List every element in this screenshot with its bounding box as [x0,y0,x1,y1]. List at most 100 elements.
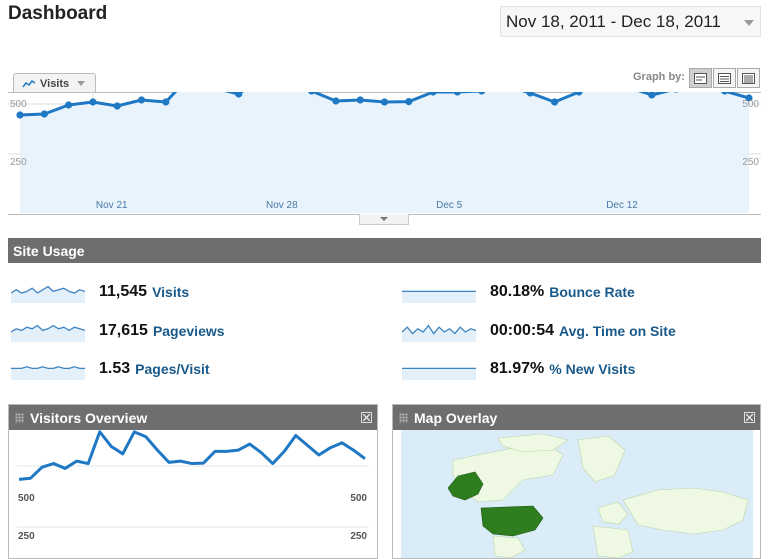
pages-per-visit-metric-link[interactable]: Pages/Visit [135,361,210,377]
y-axis-right-mid: 250 [742,157,759,168]
data-point[interactable] [137,96,146,104]
mexico-region [492,535,526,558]
usage-metric-bounce-rate: 80.18% Bounce Rate [402,279,635,305]
chevron-down-icon [744,20,754,26]
data-point[interactable] [526,92,534,97]
x-tick-label: Nov 28 [266,200,298,211]
data-point[interactable] [332,97,340,105]
pages-per-visit-sparkline [11,366,85,380]
data-point[interactable] [673,92,680,93]
sparkline-fill [402,291,476,303]
metric-tab-label: Visits [40,77,70,90]
site-usage-title: Site Usage [13,242,85,259]
data-point[interactable] [16,111,24,119]
visitors-overview-widget: Visitors Overview 500 250 500 250 [8,404,378,559]
drag-handle-icon[interactable] [15,412,24,423]
chevron-down-icon [77,81,86,86]
bounce-rate-metric-link[interactable]: Bounce Rate [549,284,635,300]
sparkline-line [402,324,476,335]
graph-by-day-button[interactable] [689,68,712,88]
visitors-overview-chart: 500 250 500 250 [17,430,369,542]
europe-region [597,501,629,525]
data-point[interactable] [113,102,121,110]
line-chart-icon [22,79,36,87]
usage-metric-pages-per-visit: 1.53 Pages/Visit [11,356,210,382]
month-view-icon [742,72,755,84]
day-view-icon [694,72,707,84]
visitors-overview-title: Visitors Overview [30,409,148,426]
usage-metric-avg-time: 00:00:54 Avg. Time on Site [402,318,676,344]
new-visits-sparkline [402,367,476,380]
usage-value: 17,615 [99,322,148,339]
usage-metric-pageviews: 17,615 Pageviews [11,318,225,344]
usage-value: 11,545 [99,283,148,300]
avg-time-sparkline [402,324,476,342]
data-point[interactable] [65,101,73,109]
data-point[interactable] [356,96,364,104]
data-point[interactable] [648,92,656,99]
mini-y-right-max: 500 [350,493,367,504]
x-tick-label: Nov 21 [96,200,128,211]
pageviews-sparkline [11,324,85,342]
sparkline-line [11,324,85,333]
x-tick-label: Dec 5 [436,200,463,211]
drag-handle-icon[interactable] [399,412,408,423]
sparkline-fill [11,366,85,380]
greenland-region [577,435,626,483]
visitors-overview-header: Visitors Overview [9,405,377,430]
graph-by-label: Graph by: [633,71,685,83]
world-map[interactable] [393,430,760,558]
data-point[interactable] [429,92,437,96]
site-usage-header: Site Usage [8,238,761,263]
x-tick-label: Dec 12 [606,200,638,211]
usage-metric-new-visits: 81.97% % New Visits [402,356,635,382]
mini-y-left-max: 500 [18,493,35,504]
graph-by-week-button[interactable] [713,68,736,88]
usage-value: 1.53 [99,360,131,377]
data-point[interactable] [308,92,316,95]
data-point[interactable] [235,92,243,98]
data-point[interactable] [380,98,389,106]
chart-expand-handle[interactable] [359,214,409,225]
sparkline-fill [402,325,476,342]
visits-line-chart: 500 250 500 250 Nov 21 Nov 28 Dec 5 Dec 12 [8,92,761,213]
data-point[interactable] [405,98,413,106]
sparkline-fill [402,368,476,380]
data-point[interactable] [551,98,559,106]
data-point[interactable] [162,98,170,106]
data-point[interactable] [745,94,753,102]
usage-value: 81.97% [490,360,545,377]
new-visits-metric-link[interactable]: % New Visits [549,361,636,377]
close-icon[interactable] [744,412,755,423]
data-point[interactable] [453,92,461,96]
y-axis-left-mid: 250 [10,157,27,168]
visits-area-fill [20,92,749,213]
date-range-selector[interactable]: Nov 18, 2011 - Dec 18, 2011 [500,6,761,37]
usa-region [480,505,544,537]
graph-by-month-button[interactable] [737,68,760,88]
sparkline-line [11,285,85,294]
week-view-icon [718,72,731,84]
page-title: Dashboard [8,3,108,24]
data-point[interactable] [478,92,486,95]
mini-y-left-mid: 250 [18,531,35,542]
y-axis-left-max: 500 [10,99,27,110]
close-icon[interactable] [361,412,372,423]
chevron-down-icon [380,217,388,221]
usage-value: 00:00:54 [490,322,555,339]
sparkline-line [11,366,85,370]
visitors-series-line [18,430,366,481]
pageviews-metric-link[interactable]: Pageviews [152,323,225,339]
map-overlay-title: Map Overlay [414,409,498,426]
data-point[interactable] [721,92,729,95]
visits-metric-link[interactable]: Visits [152,284,190,300]
avg-time-metric-link[interactable]: Avg. Time on Site [559,323,676,339]
data-point[interactable] [89,98,97,106]
usage-metric-visits: 11,545 Visits [11,279,189,305]
map-overlay-widget: Map Overlay [392,404,761,559]
data-point[interactable] [575,92,583,96]
usage-value: 80.18% [490,283,545,300]
metric-selector-tab[interactable]: Visits [13,73,96,93]
data-point[interactable] [40,110,48,118]
sparkline-fill [11,286,85,303]
